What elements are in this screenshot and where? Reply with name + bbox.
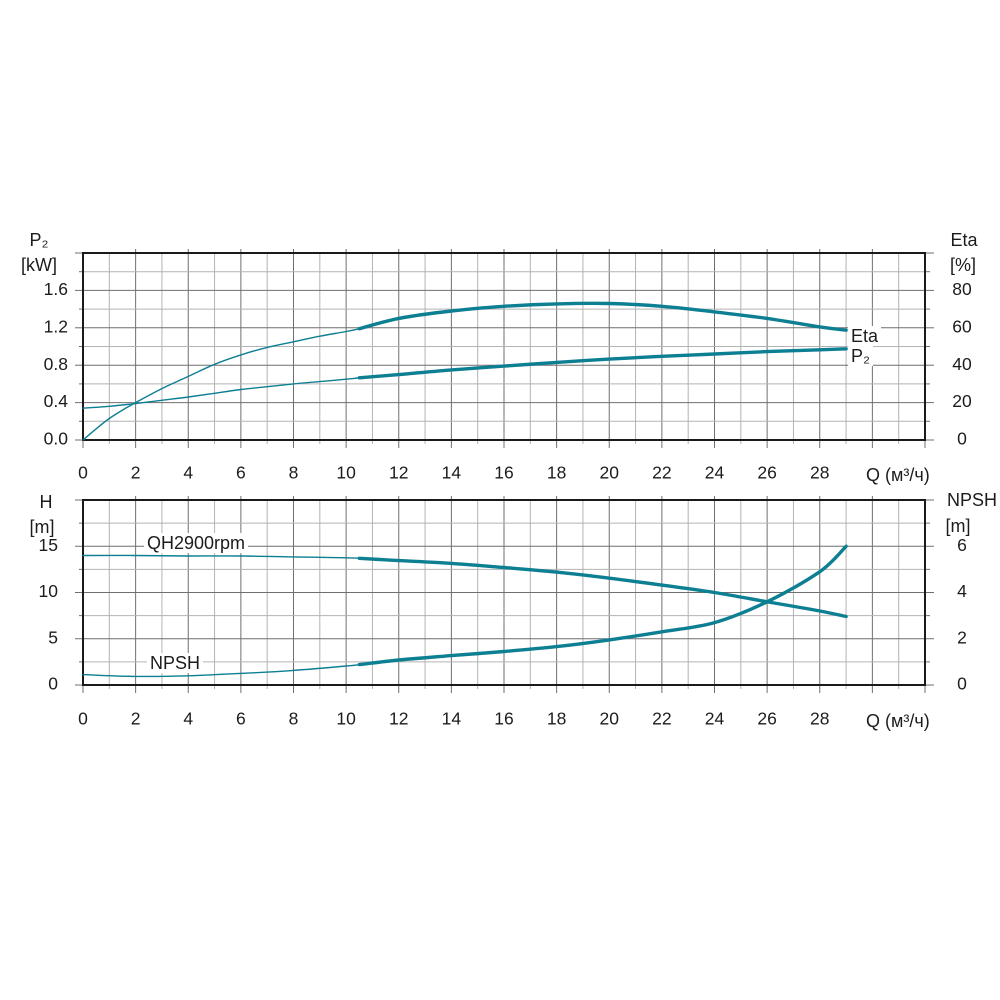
left-tick-label: 0.0 <box>44 429 69 449</box>
x-tick-label: 4 <box>183 709 193 729</box>
x-tick-label: 24 <box>705 709 725 729</box>
bottom-x-axis-label: Q (м³/ч) <box>866 711 930 731</box>
bottom-right-axis-title: NPSH <box>946 490 997 510</box>
x-tick-label: 26 <box>757 709 776 729</box>
head-npsh-chart-border <box>82 499 926 686</box>
left-tick-label: 10 <box>39 581 59 601</box>
x-tick-label: 20 <box>600 709 620 729</box>
eta-curve <box>82 301 848 441</box>
power-efficiency-chart-border <box>82 252 926 441</box>
x-tick-label: 28 <box>810 709 829 729</box>
right-tick-label: 20 <box>952 391 972 411</box>
right-tick-label: 6 <box>957 535 967 555</box>
x-tick-label: 10 <box>336 463 356 483</box>
right-tick-label: 4 <box>957 581 967 601</box>
left-tick-label: 1.2 <box>44 316 68 336</box>
right-tick-label: 2 <box>957 627 967 647</box>
bottom-left-axis-title: H <box>39 492 53 512</box>
p2-curve <box>82 347 848 409</box>
x-tick-label: 8 <box>289 709 299 729</box>
x-tick-label: 2 <box>131 463 141 483</box>
top-left-axis-title: P₂ <box>29 230 49 250</box>
npsh-curve-label: NPSH <box>147 653 204 673</box>
x-tick-label: 14 <box>442 709 462 729</box>
top-right-axis-title: Eta <box>950 230 978 250</box>
bottom-right-axis-unit: [m] <box>945 516 971 536</box>
x-tick-label: 22 <box>652 463 671 483</box>
top-left-axis-unit: [kW] <box>21 255 57 275</box>
eta-curve-label: Eta <box>848 326 882 346</box>
x-tick-label: 8 <box>289 463 299 483</box>
x-tick-label: 12 <box>389 463 408 483</box>
x-tick-label: 16 <box>494 463 513 483</box>
qh2900rpm-curve <box>82 554 848 619</box>
x-tick-label: 0 <box>78 463 88 483</box>
x-tick-label: 26 <box>757 463 776 483</box>
right-tick-label: 0 <box>957 674 967 694</box>
x-tick-label: 10 <box>336 709 356 729</box>
left-tick-label: 5 <box>48 627 58 647</box>
left-tick-label: 0.8 <box>44 354 68 374</box>
x-tick-label: 4 <box>183 463 193 483</box>
x-tick-label: 2 <box>131 709 141 729</box>
p2-curve-label: P₂ <box>848 346 873 366</box>
x-tick-label: 18 <box>547 709 566 729</box>
power-efficiency-chart-grid <box>75 249 934 448</box>
x-tick-label: 16 <box>494 709 513 729</box>
head-npsh-chart-grid <box>75 496 934 693</box>
left-tick-label: 0.4 <box>44 391 69 411</box>
left-tick-label: 1.6 <box>44 279 68 299</box>
x-tick-label: 6 <box>236 709 246 729</box>
right-tick-label: 80 <box>952 279 972 299</box>
npsh-curve <box>82 544 848 678</box>
x-tick-label: 20 <box>600 463 620 483</box>
x-tick-label: 6 <box>236 463 246 483</box>
qh2900rpm-curve-label: QH2900rpm <box>144 533 249 553</box>
right-tick-label: 0 <box>957 429 967 449</box>
left-tick-label: 15 <box>39 535 58 555</box>
top-right-axis-unit: [%] <box>949 255 976 275</box>
x-tick-label: 14 <box>442 463 462 483</box>
right-tick-label: 40 <box>952 354 972 374</box>
x-tick-label: 28 <box>810 463 829 483</box>
x-tick-label: 12 <box>389 709 408 729</box>
left-tick-label: 0 <box>48 674 58 694</box>
x-tick-label: 0 <box>78 709 88 729</box>
x-tick-label: 18 <box>547 463 566 483</box>
bottom-left-axis-unit: [m] <box>29 517 55 537</box>
x-tick-label: 22 <box>652 709 671 729</box>
top-x-axis-label: Q (м³/ч) <box>866 465 930 485</box>
x-tick-label: 24 <box>705 463 725 483</box>
right-tick-label: 60 <box>952 316 972 336</box>
